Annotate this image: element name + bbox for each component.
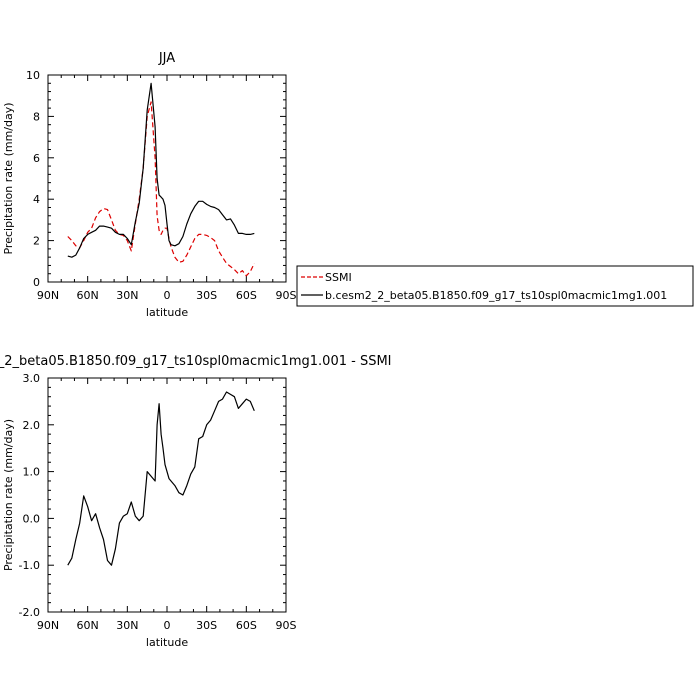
bottom-series-line-0 [67,391,255,566]
bottom-x-tick-label: 60N [77,619,99,632]
top-x-tick-label: 60N [77,289,99,302]
top-y-tick-label: 6 [33,152,40,165]
bottom-x-tick-label: 30N [116,619,138,632]
top-y-tick-label: 4 [33,193,40,206]
bottom-x-tick-label: 90N [37,619,59,632]
top-series-line-1 [67,82,255,258]
bottom-axes: 90N 60N 30N 0 30S 60S 90S -2.0 -1.0 0.0 1.0 2.0 3.0 [19,372,297,632]
legend-label-model: b.cesm2_2_beta05.B1850.f09_g17_ts10spl0m… [325,289,667,302]
bottom-x-tick-label: 30S [196,619,217,632]
legend-label-ssmi: SSMI [325,271,352,284]
bottom-y-tick-label: 3.0 [23,372,41,385]
bottom-plot-lines [67,391,255,566]
top-chart-title: JJA [158,51,175,66]
top-y-axis-label: Precipitation rate (mm/day) [2,102,15,254]
bottom-panel: b.cesm2_2_beta05.B1850.f09_g17_ts10spl0m… [0,354,391,649]
bottom-x-tick-label: 0 [164,619,171,632]
bottom-y-axis-label: Precipitation rate (mm/day) [2,419,15,571]
top-plot-lines [67,82,255,277]
top-y-tick-label: 8 [33,110,40,123]
legend: SSMI b.cesm2_2_beta05.B1850.f09_g17_ts10… [296,265,694,307]
top-x-tick-label: 60S [236,289,257,302]
bottom-x-tick-label: 60S [236,619,257,632]
top-x-axis-label: latitude [146,306,188,319]
top-axes: 90N 60N 30N 0 30S 60S 90S 0 2 4 6 8 10 [26,69,297,302]
top-y-tick-label: 0 [33,276,40,289]
top-plot-frame [47,74,287,283]
top-x-tick-label: 30N [116,289,138,302]
top-x-tick-label: 90S [276,289,297,302]
bottom-x-tick-label: 90S [276,619,297,632]
top-x-tick-label: 30S [196,289,217,302]
top-x-tick-label: 90N [37,289,59,302]
bottom-y-tick-label: -2.0 [19,606,40,619]
bottom-y-tick-label: 1.0 [23,466,41,479]
bottom-x-axis-label: latitude [146,636,188,649]
bottom-y-tick-label: 0.0 [23,512,41,525]
bottom-y-tick-label: -1.0 [19,559,40,572]
top-series-line-0 [67,101,255,277]
bottom-chart-title: b.cesm2_2_beta05.B1850.f09_g17_ts10spl0m… [0,354,391,369]
top-x-tick-label: 0 [164,289,171,302]
bottom-y-tick-label: 2.0 [23,419,41,432]
legend-box [296,265,694,307]
top-y-tick-label: 10 [26,69,40,82]
top-y-tick-label: 2 [33,235,40,248]
bottom-plot-frame [47,377,287,613]
